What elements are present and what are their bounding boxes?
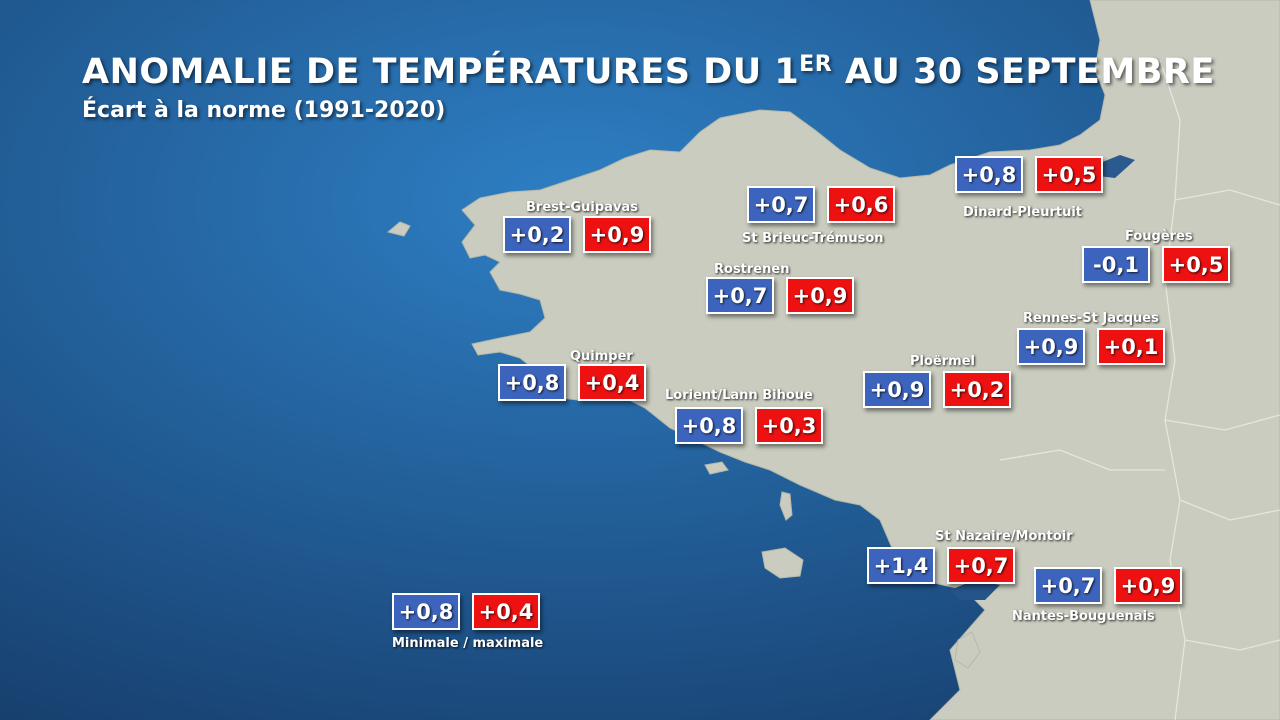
min-anomaly-box: +1,4 <box>867 547 935 584</box>
station-label: St Brieuc-Trémuson <box>742 231 884 246</box>
island-noirmoutier <box>954 631 981 669</box>
title-main: ANOMALIE DE TEMPÉRATURES DU 1 <box>82 52 800 92</box>
min-anomaly-box: +0,8 <box>675 407 743 444</box>
legend-min-box: +0,8 <box>392 593 460 630</box>
legend-max-box: +0,4 <box>472 593 540 630</box>
map-subtitle: Écart à la norme (1991-2020) <box>82 98 446 123</box>
station-values: +0,9 +0,1 <box>1017 328 1165 365</box>
island-quiberon <box>779 491 793 521</box>
min-anomaly-box: +0,8 <box>955 156 1023 193</box>
bay-rance <box>1095 155 1135 178</box>
min-anomaly-box: +0,9 <box>863 371 931 408</box>
title-superscript: ER <box>799 52 833 77</box>
max-anomaly-box: +0,9 <box>786 277 854 314</box>
station-values: +0,8 +0,3 <box>675 407 823 444</box>
station-values: +0,8 +0,5 <box>955 156 1103 193</box>
max-anomaly-box: +0,9 <box>1114 567 1182 604</box>
min-anomaly-box: +0,7 <box>1034 567 1102 604</box>
max-anomaly-box: +0,2 <box>943 371 1011 408</box>
station-label: Quimper <box>570 349 633 364</box>
island-ouessant <box>386 221 411 237</box>
title-rest: AU 30 SEPTEMBRE <box>832 52 1215 92</box>
max-anomaly-box: +0,3 <box>755 407 823 444</box>
station-label: Dinard-Pleurtuit <box>963 205 1082 220</box>
station-values: +0,7 +0,9 <box>706 277 854 314</box>
min-anomaly-box: +0,9 <box>1017 328 1085 365</box>
station-label: Brest-Guipavas <box>526 200 638 215</box>
max-anomaly-box: +0,5 <box>1035 156 1103 193</box>
station-label: Rostrenen <box>714 262 790 277</box>
station-label: St Nazaire/Montoir <box>935 529 1073 544</box>
island-groix <box>704 461 729 475</box>
min-anomaly-box: +0,2 <box>503 216 571 253</box>
station-label: Nantes-Bouguenais <box>1012 609 1155 624</box>
min-anomaly-box: +0,7 <box>706 277 774 314</box>
station-values: +0,2 +0,9 <box>503 216 651 253</box>
min-anomaly-box: +0,8 <box>498 364 566 401</box>
station-values: +0,7 +0,9 <box>1034 567 1182 604</box>
max-anomaly-box: +0,5 <box>1162 246 1230 283</box>
max-anomaly-box: +0,1 <box>1097 328 1165 365</box>
max-anomaly-box: +0,7 <box>947 547 1015 584</box>
legend-label: Minimale / maximale <box>392 636 544 651</box>
station-label: Lorient/Lann Bihoue <box>665 388 813 403</box>
station-values: -0,1 +0,5 <box>1082 246 1230 283</box>
island-belle-ile <box>761 547 804 579</box>
min-anomaly-box: -0,1 <box>1082 246 1150 283</box>
station-values: +0,7 +0,6 <box>747 186 895 223</box>
legend-values: +0,8 +0,4 <box>392 593 540 630</box>
station-label: Ploërmel <box>910 354 975 369</box>
map-title: ANOMALIE DE TEMPÉRATURES DU 1ER AU 30 SE… <box>82 52 1215 92</box>
max-anomaly-box: +0,6 <box>827 186 895 223</box>
station-values: +1,4 +0,7 <box>867 547 1015 584</box>
station-values: +0,8 +0,4 <box>498 364 646 401</box>
station-label: Fougères <box>1125 229 1193 244</box>
max-anomaly-box: +0,4 <box>578 364 646 401</box>
max-anomaly-box: +0,9 <box>583 216 651 253</box>
station-label: Rennes-St Jacques <box>1023 311 1159 326</box>
station-values: +0,9 +0,2 <box>863 371 1011 408</box>
bay-loire-estuary <box>950 580 1000 600</box>
min-anomaly-box: +0,7 <box>747 186 815 223</box>
